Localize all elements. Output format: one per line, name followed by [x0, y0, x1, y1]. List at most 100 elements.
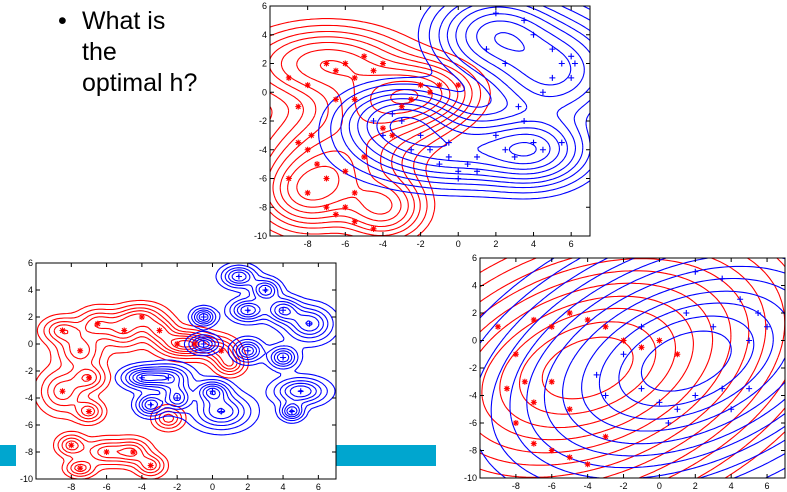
x-tick-label: -4 [584, 481, 592, 491]
contour-level-8 [508, 141, 537, 157]
data-point [174, 341, 181, 347]
y-tick-label: 4 [28, 285, 33, 295]
series-1-contours [114, 263, 336, 436]
chart-bottom-left: -8 -6 -4 -2 0 2 4 6 6 4 2 0 -2 -4 -6 -8 -10 [20, 258, 337, 492]
data-point [566, 310, 573, 316]
data-point [304, 82, 311, 89]
y-tick-label: 2 [262, 59, 267, 69]
data-point [584, 316, 591, 323]
x-tick-label: 2 [245, 482, 250, 492]
contour-level-8 [481, 295, 694, 441]
data-point [464, 161, 471, 168]
data-point [297, 388, 304, 395]
data-point [515, 103, 522, 110]
y-tick-label: 6 [28, 258, 33, 268]
data-point [379, 60, 386, 67]
data-point [235, 273, 242, 280]
contour-level-3 [53, 310, 238, 473]
data-point [200, 341, 207, 347]
bullet-line-2: the [82, 38, 117, 66]
x-tick-label: -2 [417, 239, 425, 248]
data-point [719, 385, 726, 392]
plot-area [480, 258, 785, 478]
data-point [710, 323, 717, 330]
data-point [174, 395, 181, 401]
contour-level-1 [40, 303, 245, 477]
data-point [474, 168, 481, 175]
data-point [455, 82, 462, 89]
series-1-points [138, 273, 313, 415]
data-point [502, 60, 509, 67]
data-point [483, 46, 490, 53]
data-point [342, 204, 349, 211]
contour-level-9 [499, 307, 677, 429]
data-point [602, 433, 609, 440]
x-tick-label: -4 [138, 482, 146, 492]
data-point [332, 96, 339, 103]
y-tick-label: -8 [25, 447, 33, 457]
series-0-contours [36, 299, 249, 479]
contour-level-4 [272, 41, 459, 228]
data-point [602, 392, 609, 399]
data-point [379, 125, 386, 132]
data-point [427, 146, 433, 153]
data-point [332, 67, 339, 74]
contour-level-5 [366, 13, 585, 175]
data-point [295, 139, 302, 146]
data-point [602, 323, 609, 330]
data-point [147, 401, 154, 408]
data-point [306, 320, 313, 327]
contour-level-7 [389, 32, 551, 165]
data-point [445, 139, 452, 146]
contour-level-7 [480, 282, 714, 454]
data-point [521, 378, 528, 385]
y-tick-label: -10 [20, 474, 33, 484]
data-point [370, 118, 377, 124]
contour-level-5 [526, 258, 785, 469]
data-point [665, 420, 672, 426]
data-point [288, 408, 295, 415]
data-point [558, 139, 565, 146]
data-point [566, 454, 573, 461]
series-1-contours [318, 6, 590, 200]
data-point [295, 103, 302, 110]
y-tick-label: 0 [262, 87, 267, 97]
series-0-contours [480, 258, 785, 478]
data-point [85, 408, 92, 415]
data-point [103, 449, 110, 455]
x-tick-label: -2 [173, 482, 181, 492]
data-point [548, 323, 555, 330]
data-point [351, 218, 358, 225]
y-tick-label: -8 [469, 446, 477, 456]
x-tick-label: 4 [281, 482, 286, 492]
data-point [530, 139, 537, 146]
contour-level-1 [120, 264, 334, 431]
contour-level-11 [640, 330, 732, 392]
data-point [492, 132, 499, 139]
data-point [370, 67, 377, 74]
data-point [417, 132, 424, 139]
contour-level-1 [270, 24, 482, 236]
data-point [218, 347, 225, 354]
data-point [304, 189, 311, 196]
data-point [342, 60, 349, 67]
data-point [417, 82, 424, 89]
contour-level-4 [357, 6, 590, 180]
data-point [521, 17, 528, 24]
series-0-contours [270, 18, 491, 236]
data-point [200, 314, 207, 320]
contour-level-0 [724, 431, 785, 478]
y-tick-label: -10 [254, 231, 267, 241]
data-point [502, 146, 509, 153]
data-point [474, 153, 481, 160]
data-point [656, 337, 663, 344]
data-point [674, 406, 681, 413]
contour-level-6 [376, 20, 572, 170]
x-tick-label: -8 [512, 481, 520, 491]
x-tick-label: -6 [103, 482, 111, 492]
x-tick-label: -2 [620, 481, 628, 491]
contour-level-9 [598, 302, 774, 420]
x-tick-label: -6 [341, 239, 349, 248]
data-point [68, 442, 75, 449]
y-tick-label: -8 [259, 202, 267, 212]
